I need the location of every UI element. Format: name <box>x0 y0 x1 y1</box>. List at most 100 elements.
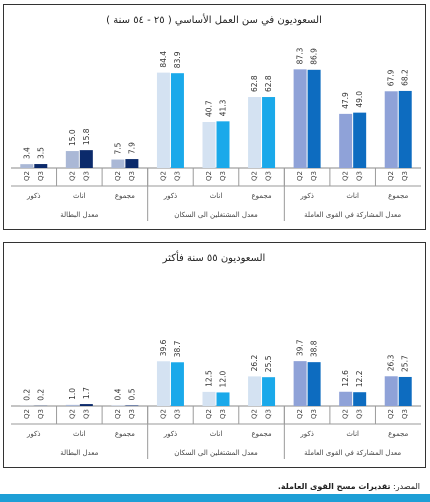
value-label: 40.7 <box>205 100 214 117</box>
source-label: المصدر: <box>393 482 420 491</box>
value-label: 7.9 <box>127 142 136 154</box>
value-label: 1.0 <box>68 388 77 400</box>
source-note: المصدر: تقديرات مسح القوى العاملة. <box>278 482 420 491</box>
bar-q3 <box>125 405 139 406</box>
value-label: 3.5 <box>36 147 45 159</box>
bar-q2 <box>202 122 216 168</box>
quarter-tick-label: Q3 <box>82 171 90 181</box>
value-label: 25.5 <box>264 355 273 372</box>
value-label: 62.8 <box>264 75 273 92</box>
quarter-tick-label: Q3 <box>37 171 45 181</box>
value-label: 26.3 <box>387 354 396 371</box>
bar-q2 <box>65 404 79 406</box>
quarter-tick-label: Q2 <box>159 171 167 181</box>
bar-q2 <box>339 113 353 168</box>
category-label: اناث <box>210 192 223 200</box>
quarter-tick-label: Q2 <box>251 409 259 419</box>
value-label: 15.0 <box>68 129 77 146</box>
value-label: 7.5 <box>113 142 122 154</box>
value-label: 0.5 <box>127 388 136 400</box>
quarter-tick-label: Q2 <box>387 171 395 181</box>
value-label: 12.2 <box>355 370 364 387</box>
bar-q3 <box>398 376 412 406</box>
value-label: 68.2 <box>401 69 410 86</box>
quarter-tick-label: Q3 <box>401 409 409 419</box>
quarter-tick-label: Q3 <box>219 409 227 419</box>
value-label: 15.8 <box>82 128 91 145</box>
quarter-tick-label: Q3 <box>310 171 318 181</box>
quarter-tick-label: Q3 <box>356 171 364 181</box>
group-label: معدل البطالة <box>60 449 98 457</box>
category-label: اناث <box>346 430 359 438</box>
value-label: 38.7 <box>173 340 182 357</box>
bar-q2 <box>202 391 216 406</box>
category-label: مجموع <box>115 430 135 438</box>
quarter-tick-label: Q3 <box>401 171 409 181</box>
chart-panel-55-plus: السعوديون ٥٥ سنة فأكثر 0.2 Q2 0.2 Q3 ذكور 1.0 Q… <box>3 242 426 468</box>
chart-title: السعوديون ٥٥ سنة فأكثر <box>162 250 266 264</box>
category-label: اناث <box>346 192 359 200</box>
category-label: مجموع <box>388 192 408 200</box>
value-label: 12.5 <box>205 370 214 387</box>
value-label: 12.0 <box>219 371 228 388</box>
quarter-tick-label: Q3 <box>128 409 136 419</box>
value-label: 86.9 <box>310 48 319 65</box>
category-label: ذكور <box>26 430 40 438</box>
value-label: 39.7 <box>296 339 305 356</box>
quarter-tick-label: Q3 <box>310 409 318 419</box>
quarter-tick-label: Q2 <box>387 409 395 419</box>
bar-q3 <box>353 112 367 168</box>
category-label: ذكور <box>299 192 313 200</box>
bar-q3 <box>262 377 276 406</box>
bar-q3 <box>216 121 230 168</box>
value-label: 39.6 <box>159 339 168 356</box>
quarter-tick-label: Q3 <box>356 409 364 419</box>
quarter-tick-label: Q3 <box>173 409 181 419</box>
bar-q3 <box>307 362 321 406</box>
bar-q3 <box>262 97 276 168</box>
value-label: 62.8 <box>250 75 259 92</box>
bar-q3 <box>307 69 321 168</box>
quarter-tick-label: Q2 <box>342 171 350 181</box>
category-label: مجموع <box>388 430 408 438</box>
value-label: 26.2 <box>250 354 259 371</box>
value-label: 87.3 <box>296 47 305 64</box>
bar-q2 <box>111 159 125 168</box>
bar-q2 <box>339 391 353 406</box>
quarter-tick-label: Q3 <box>82 409 90 419</box>
quarter-tick-label: Q2 <box>68 171 76 181</box>
chart-panel-core-age: السعوديون في سن العمل الأساسي ( ٢٥ - ٥٤ … <box>3 4 426 230</box>
category-label: مجموع <box>252 192 272 200</box>
category-label: ذكور <box>163 430 177 438</box>
category-label: مجموع <box>252 430 272 438</box>
quarter-tick-label: Q2 <box>205 409 213 419</box>
bar-q2 <box>248 376 262 406</box>
value-label: 47.9 <box>341 92 350 109</box>
category-label: ذكور <box>163 192 177 200</box>
bar-q3 <box>170 73 184 168</box>
bar-q2 <box>384 91 398 168</box>
source-text: تقديرات مسح القوى العاملة. <box>277 482 391 491</box>
value-label: 12.6 <box>341 370 350 387</box>
category-label: مجموع <box>115 192 135 200</box>
quarter-tick-label: Q2 <box>23 409 31 419</box>
category-label: ذكور <box>299 430 313 438</box>
quarter-tick-label: Q2 <box>205 171 213 181</box>
quarter-tick-label: Q3 <box>128 171 136 181</box>
quarter-tick-label: Q2 <box>251 171 259 181</box>
bar-q3 <box>170 362 184 406</box>
group-label: معدل المشتغلين الى السكان <box>174 211 258 219</box>
quarter-tick-label: Q2 <box>68 409 76 419</box>
bar-q2 <box>65 151 79 168</box>
value-label: 3.4 <box>22 147 31 159</box>
quarter-tick-label: Q3 <box>265 171 273 181</box>
value-label: 1.7 <box>82 387 91 399</box>
quarter-tick-label: Q2 <box>114 409 122 419</box>
bar-q2 <box>293 69 307 168</box>
value-label: 0.2 <box>36 389 45 401</box>
quarter-tick-label: Q2 <box>23 171 31 181</box>
bar-q3 <box>216 392 230 406</box>
chart-title: السعوديون في سن العمل الأساسي ( ٢٥ - ٥٤ … <box>106 13 322 26</box>
group-label: معدل المشاركة في القوى العاملة <box>304 449 401 457</box>
quarter-tick-label: Q2 <box>296 409 304 419</box>
